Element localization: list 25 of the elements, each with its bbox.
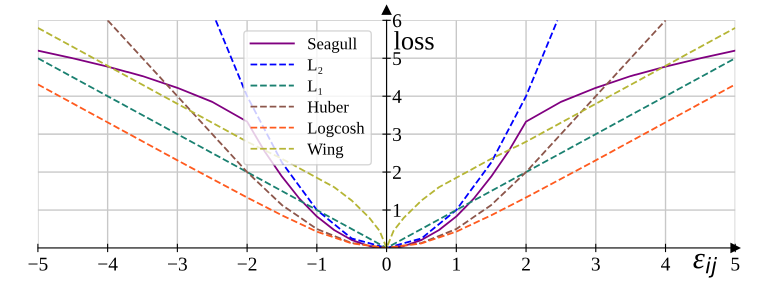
y-axis-title: loss [394, 31, 434, 50]
x-tick-label: −1 [307, 258, 326, 270]
x-tick-label: −2 [238, 258, 256, 270]
x-tick-label: 5 [732, 258, 740, 271]
legend-label: Wing [307, 144, 344, 158]
legend-label: L₂ [308, 59, 322, 74]
x-tick-label: 4 [661, 258, 670, 270]
x-tick-label: 1 [453, 258, 460, 270]
x-axis-title: ε$_{ij}$ [693, 254, 717, 278]
legend-label: Logcosh [308, 122, 364, 138]
legend-label: L₁ [308, 80, 322, 95]
legend-label: Seagull [308, 38, 357, 53]
x-tick-label: 0 [382, 258, 391, 271]
x-tick-label: −5 [28, 258, 48, 271]
x-tick-label: −3 [168, 258, 187, 271]
y-tick-label: 4 [392, 90, 402, 103]
y-tick-label: 5 [393, 52, 402, 66]
x-tick-label: 2 [522, 258, 530, 270]
y-tick-label: 3 [393, 128, 402, 142]
x-tick-label: 3 [592, 258, 600, 271]
x-tick-label: −4 [98, 258, 118, 270]
legend-label: Huber [308, 100, 349, 113]
y-tick-label: 6 [392, 14, 402, 28]
y-tick-label: 1 [394, 204, 401, 217]
y-tick-label: 2 [392, 166, 401, 179]
